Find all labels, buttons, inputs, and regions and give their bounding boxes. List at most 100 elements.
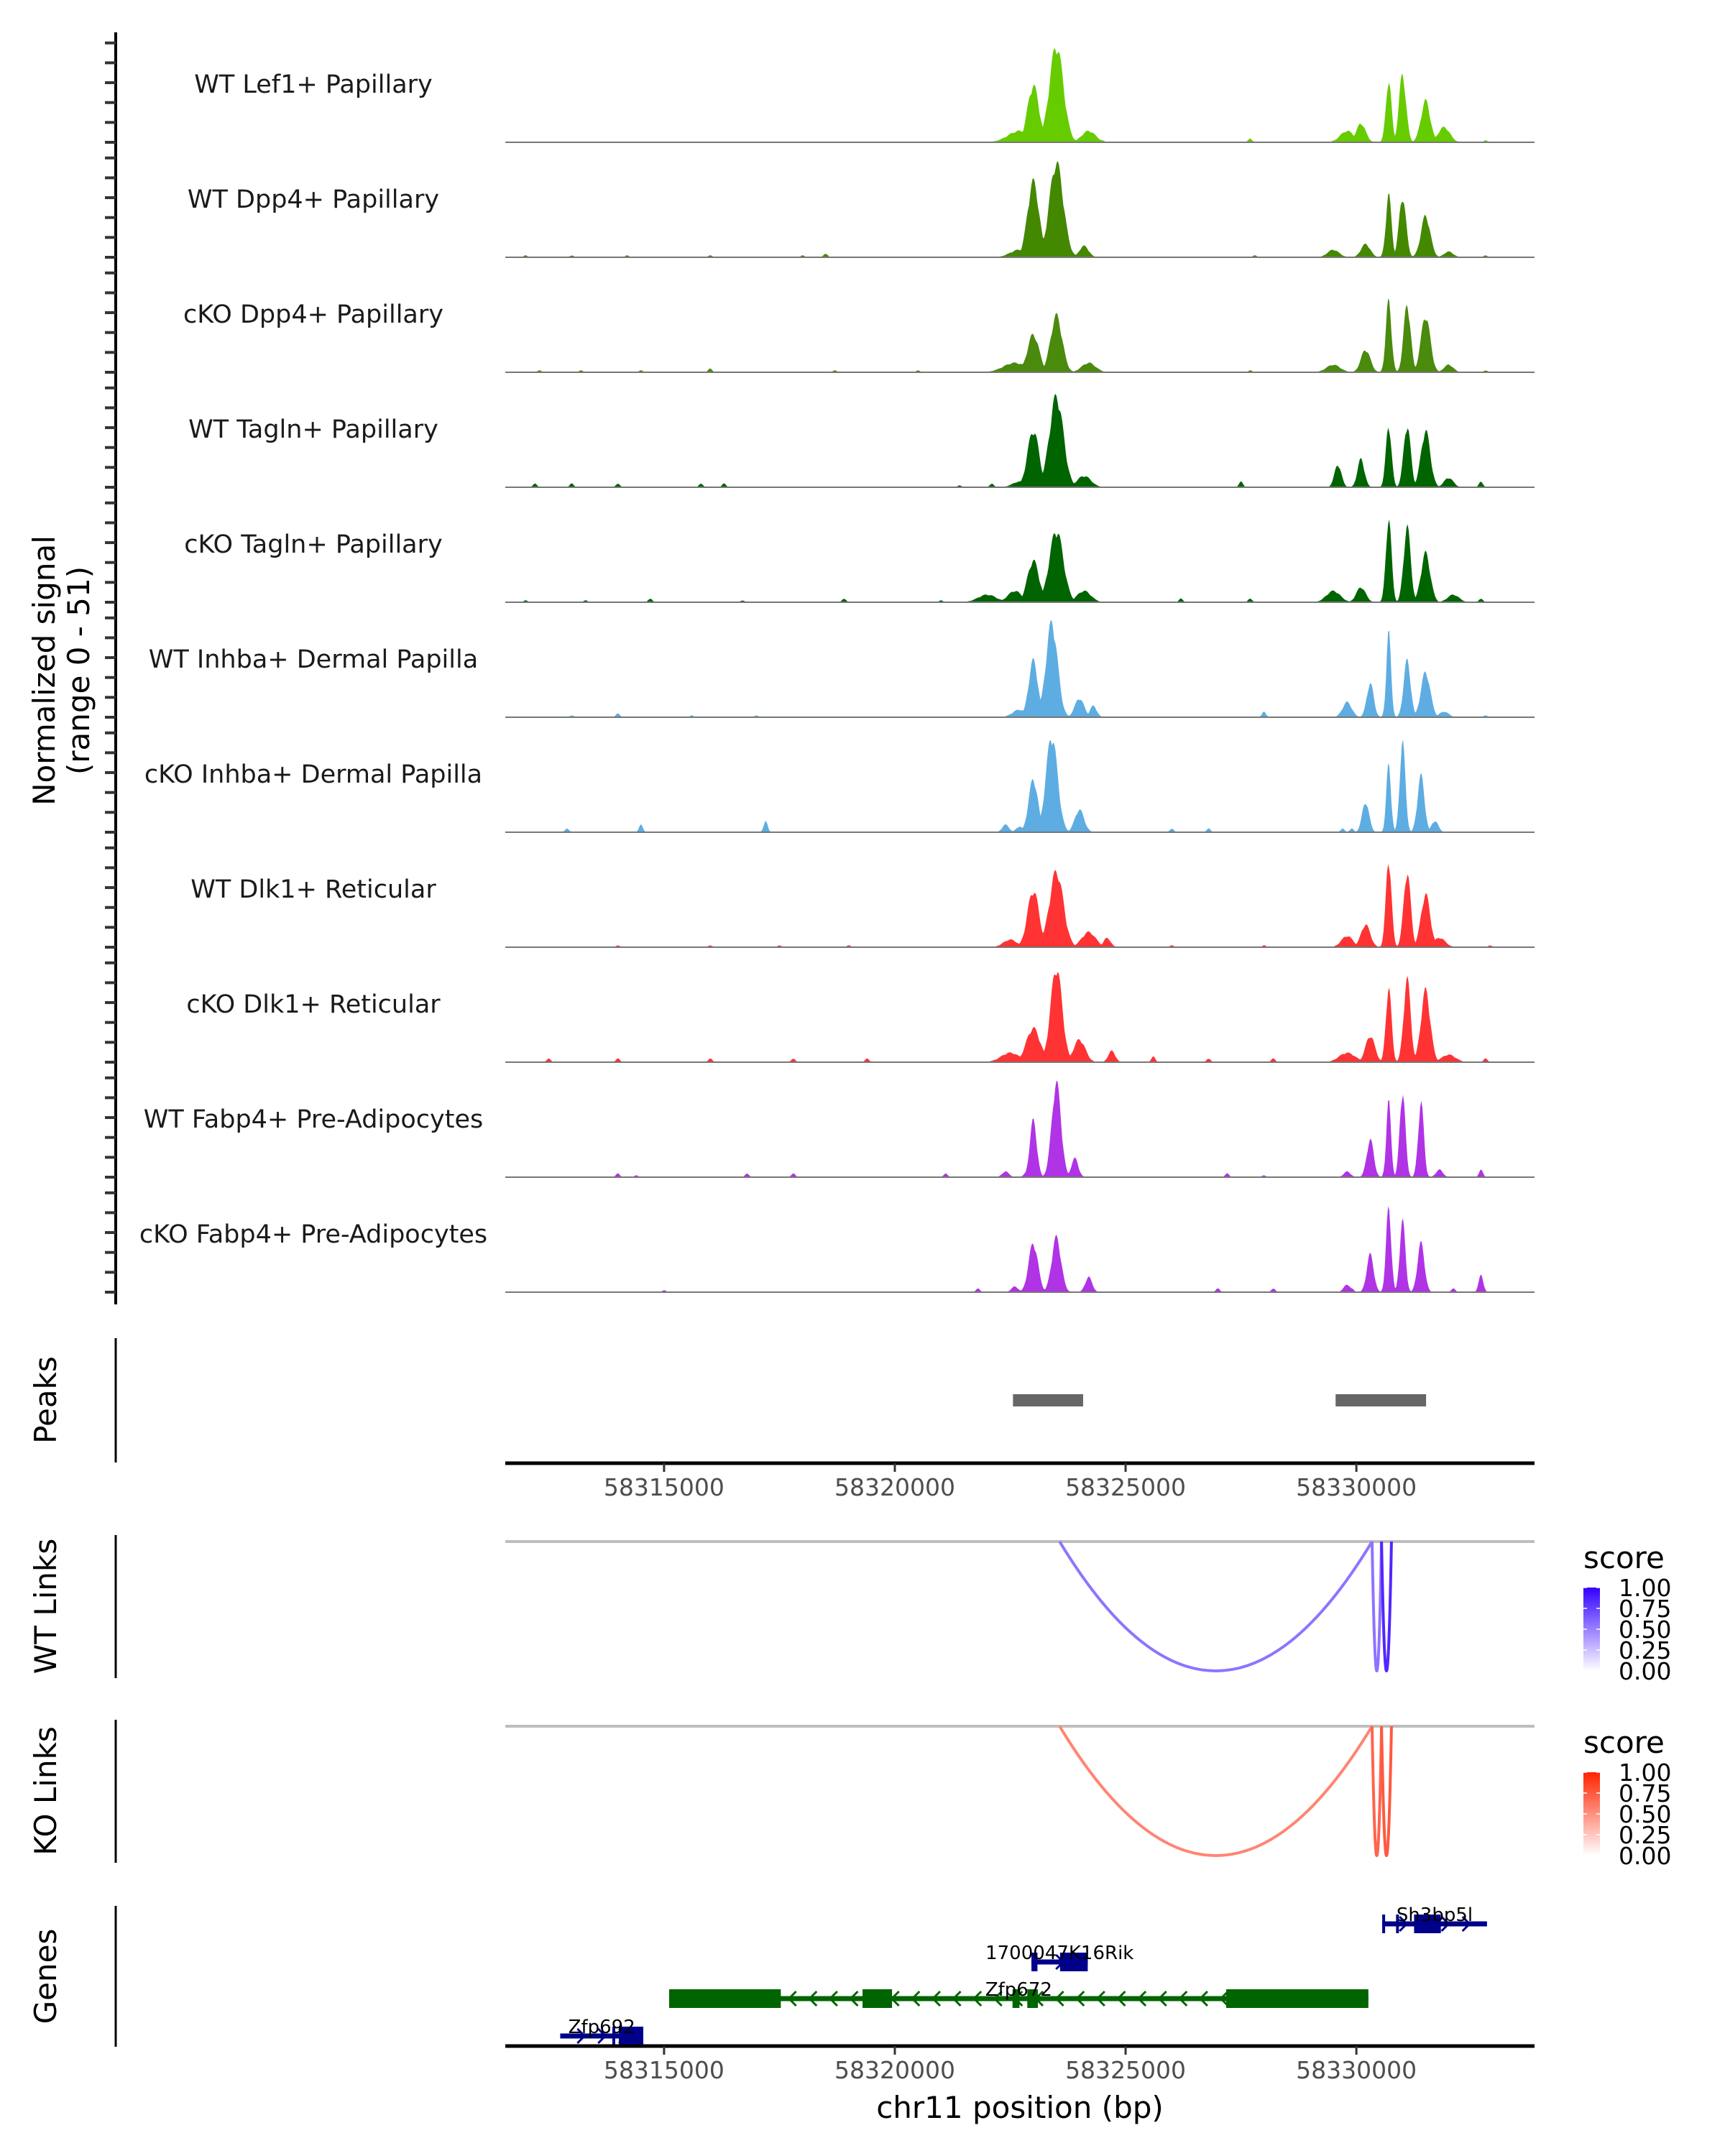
track-label: WT Fabp4+ Pre-Adipocytes bbox=[144, 1105, 483, 1134]
coverage-track: cKO Fabp4+ Pre-Adipocytes bbox=[139, 1206, 1535, 1293]
legend-tick-label: 0.50 bbox=[1619, 1616, 1671, 1644]
link-arc bbox=[1058, 1725, 1374, 1857]
gene-exon bbox=[668, 1989, 781, 2008]
coverage-area bbox=[505, 619, 1535, 717]
gene-model: 1700047K16Rik bbox=[985, 1943, 1133, 1971]
gene-exon bbox=[1027, 1989, 1039, 2008]
strand-arrow-icon bbox=[1157, 1990, 1167, 2007]
coverage-area bbox=[505, 298, 1535, 372]
track-label: cKO Fabp4+ Pre-Adipocytes bbox=[139, 1220, 487, 1249]
coverage-track: cKO Dlk1+ Reticular bbox=[186, 972, 1535, 1063]
genes-label: Genes bbox=[28, 1929, 63, 2024]
track-label: cKO Dlk1+ Reticular bbox=[186, 990, 441, 1019]
coverage-track: WT Dlk1+ Reticular bbox=[190, 864, 1535, 948]
gene-exon bbox=[612, 2027, 615, 2045]
track-label: cKO Inhba+ Dermal Papilla bbox=[144, 760, 482, 789]
gene-exon bbox=[862, 1989, 893, 2008]
track-label: WT Tagln+ Papillary bbox=[188, 415, 438, 444]
strand-arrow-icon bbox=[993, 1990, 1003, 2007]
coverage-area bbox=[505, 1206, 1535, 1292]
gene-exon bbox=[1226, 1989, 1368, 2008]
x-tick-label: 58315000 bbox=[604, 1473, 724, 1501]
coverage-area bbox=[505, 161, 1535, 257]
coverage-track: cKO Inhba+ Dermal Papilla bbox=[144, 740, 1535, 833]
coverage-track: cKO Dpp4+ Papillary bbox=[183, 298, 1535, 373]
coverage-area bbox=[505, 393, 1535, 487]
legend-tick-label: 0.50 bbox=[1619, 1800, 1671, 1828]
strand-arrow-icon bbox=[1116, 1990, 1126, 2007]
gene-exon bbox=[1382, 1915, 1386, 1933]
strand-arrow-icon bbox=[1075, 1990, 1085, 2007]
coverage-tracks: WT Lef1+ Papillary WT Dpp4+ Papillary cKO … bbox=[139, 48, 1535, 1293]
genes-panel: Genes Sh3bp5l 1700047K16Rik Zfp672 Zfp692 5… bbox=[28, 1904, 1535, 2125]
link-arc bbox=[1370, 1541, 1384, 1672]
strand-arrow-icon bbox=[576, 2027, 586, 2045]
coverage-track: WT Tagln+ Papillary bbox=[188, 393, 1535, 488]
strand-arrow-icon bbox=[787, 1990, 797, 2007]
strand-arrow-icon bbox=[1461, 1915, 1471, 1932]
track-label: WT Lef1+ Papillary bbox=[194, 70, 433, 99]
track-label: cKO Tagln+ Papillary bbox=[184, 530, 443, 559]
legend-title: score bbox=[1583, 1540, 1665, 1575]
coverage-area bbox=[505, 519, 1535, 602]
strand-arrow-icon bbox=[1054, 1990, 1064, 2007]
peak-regions bbox=[1013, 1394, 1427, 1406]
gene-exon bbox=[1396, 1915, 1399, 1933]
coverage-track: WT Fabp4+ Pre-Adipocytes bbox=[144, 1080, 1535, 1178]
strand-arrow-icon bbox=[911, 1990, 921, 2007]
y-axis-title-line2: (range 0 - 51) bbox=[61, 566, 96, 775]
links-label: WT Links bbox=[28, 1539, 63, 1674]
legend-tick-label: 0.25 bbox=[1619, 1636, 1671, 1664]
gene-exon bbox=[1012, 1989, 1020, 2008]
gene-model: Zfp672 bbox=[668, 1979, 1368, 2008]
coverage-track: cKO Tagln+ Papillary bbox=[184, 519, 1535, 603]
gene-exon bbox=[1059, 1953, 1088, 1971]
strand-arrow-icon bbox=[849, 1990, 859, 2007]
x-tick-label: 58330000 bbox=[1296, 2056, 1417, 2084]
legend-colorbar bbox=[1583, 1772, 1600, 1856]
gene-exon bbox=[1414, 1915, 1441, 1933]
strand-arrow-icon bbox=[808, 1990, 818, 2007]
strand-arrow-icon bbox=[1095, 1990, 1105, 2007]
strand-arrow-icon bbox=[1136, 1990, 1147, 2007]
strand-arrow-icon bbox=[1198, 1990, 1208, 2007]
track-label: WT Dpp4+ Papillary bbox=[188, 185, 439, 214]
coverage-track: WT Lef1+ Papillary bbox=[194, 48, 1535, 143]
peak-region bbox=[1013, 1394, 1083, 1406]
coverage-track: WT Inhba+ Dermal Papilla bbox=[149, 619, 1535, 718]
coverage-area bbox=[505, 864, 1535, 947]
peaks-panel: Peaks 58315000 58320000 58325000 58330000 bbox=[28, 1338, 1535, 1501]
legend-tick-label: 0.00 bbox=[1619, 1657, 1671, 1685]
track-label: WT Inhba+ Dermal Papilla bbox=[149, 645, 478, 674]
link-arc bbox=[1380, 1541, 1393, 1672]
strand-arrow-icon bbox=[1440, 1915, 1450, 1932]
x-tick-label: 58320000 bbox=[834, 1473, 955, 1501]
link-arc bbox=[1370, 1726, 1384, 1857]
track-label: cKO Dpp4+ Papillary bbox=[183, 300, 443, 329]
strand-arrow-icon bbox=[1399, 1915, 1409, 1932]
peaks-label: Peaks bbox=[28, 1356, 63, 1444]
x-tick-label: 58325000 bbox=[1065, 2056, 1186, 2084]
gene-models: Sh3bp5l 1700047K16Rik Zfp672 Zfp692 bbox=[560, 1904, 1487, 2045]
gene-name-label: Zfp672 bbox=[985, 1979, 1052, 2001]
coverage-area bbox=[505, 972, 1535, 1062]
legend-colorbar bbox=[1583, 1588, 1600, 1671]
strand-arrow-icon bbox=[1219, 1990, 1229, 2007]
gene-exon bbox=[618, 2027, 644, 2045]
coverage-y-label: Normalized signal (range 0 - 51) bbox=[27, 535, 96, 806]
strand-arrow-icon bbox=[931, 1990, 942, 2007]
coverage-area bbox=[505, 740, 1535, 832]
legend-tick-label: 0.75 bbox=[1619, 1779, 1671, 1807]
coverage-area bbox=[505, 1080, 1535, 1177]
strand-arrow-icon bbox=[972, 1990, 983, 2007]
x-tick-label: 58330000 bbox=[1296, 1473, 1417, 1501]
strand-arrow-icon bbox=[952, 1990, 962, 2007]
legend-title: score bbox=[1583, 1725, 1665, 1760]
gene-model: Sh3bp5l bbox=[1382, 1904, 1487, 1933]
legend-tick-label: 0.75 bbox=[1619, 1595, 1671, 1623]
